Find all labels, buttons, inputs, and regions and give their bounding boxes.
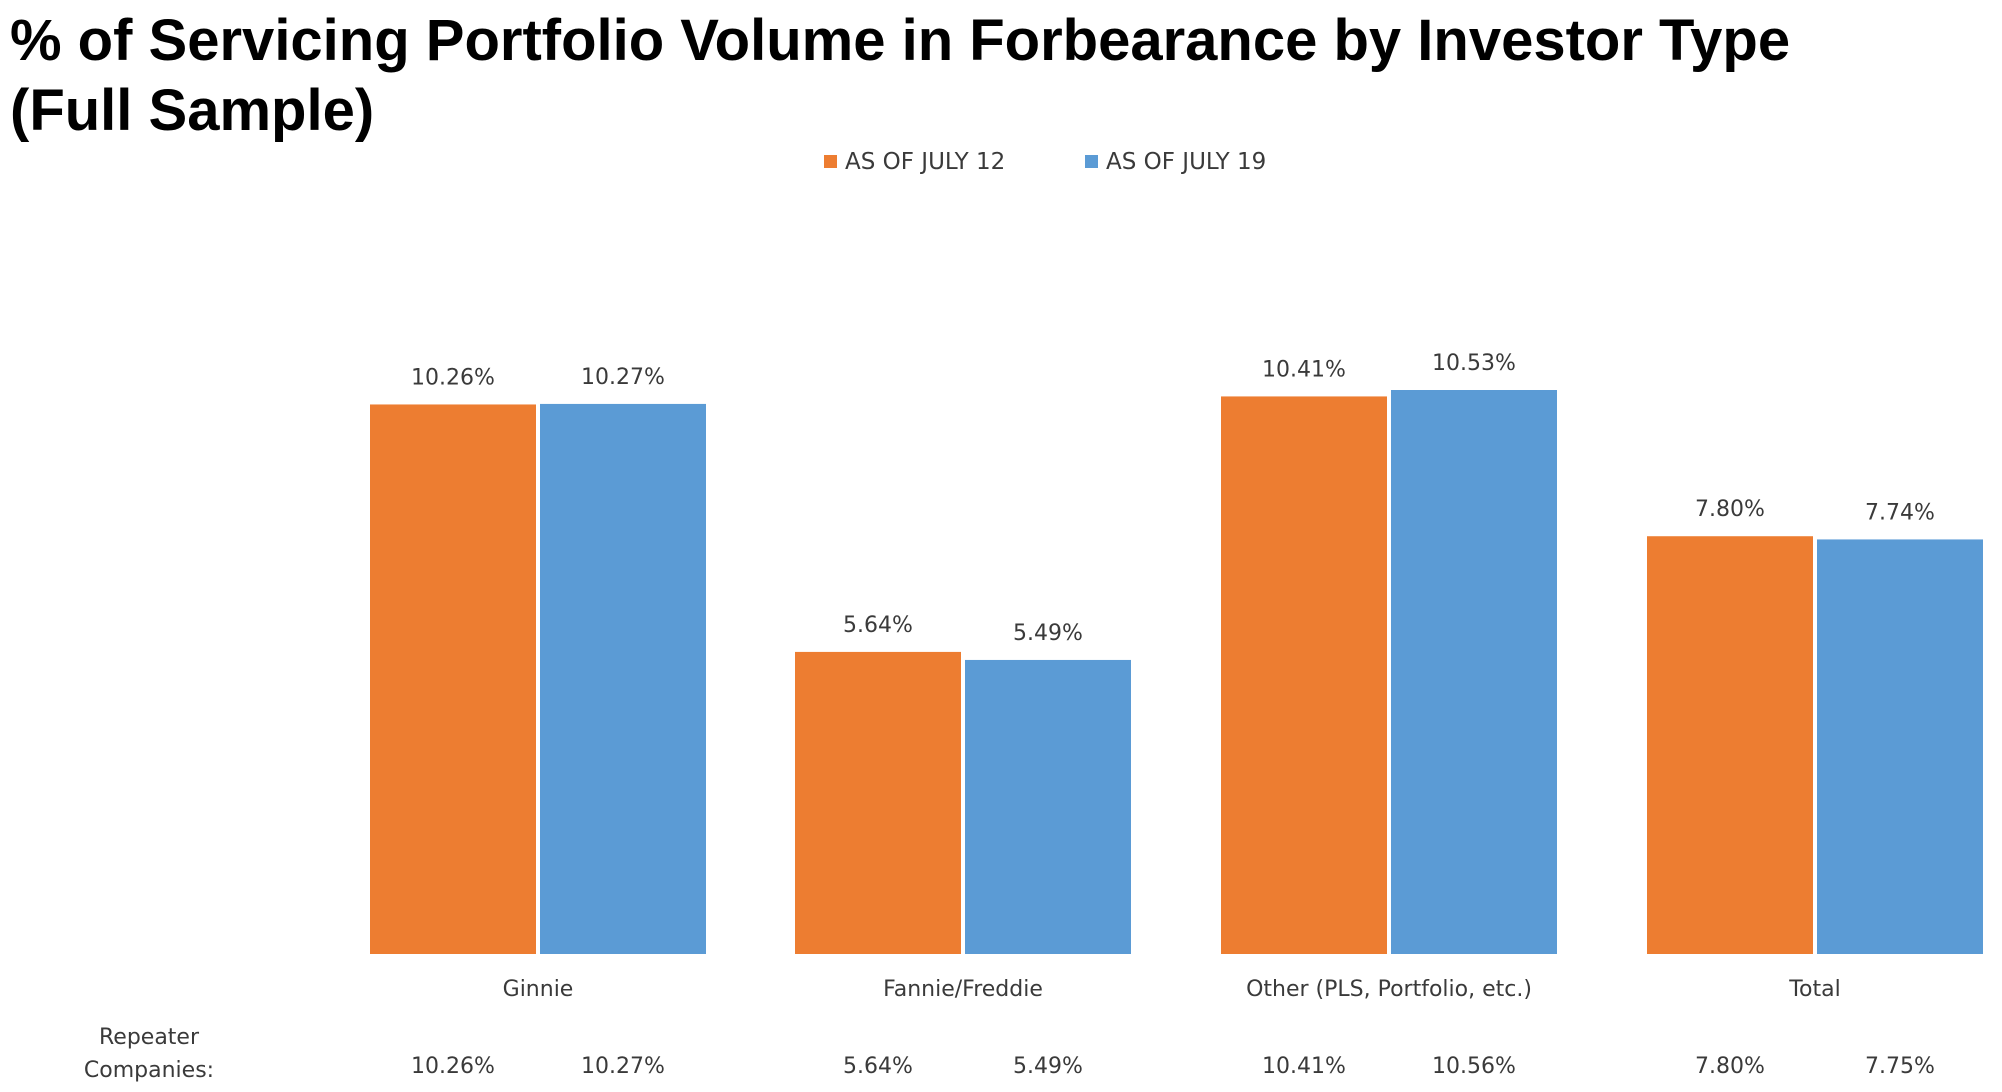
repeater-value-4-2: 7.75% — [1865, 1054, 1935, 1079]
repeater-label-line-1: Repeater — [99, 1025, 200, 1050]
data-label-2-2: 5.49% — [1013, 621, 1083, 646]
repeater-value-3-2: 10.56% — [1432, 1054, 1516, 1079]
bar-2-4 — [1817, 539, 1983, 954]
chart-title-line-2: (Full Sample) — [10, 78, 375, 143]
bars — [370, 390, 1983, 955]
data-label-1-4: 7.80% — [1695, 497, 1765, 522]
repeater-value-1-1: 10.26% — [411, 1054, 495, 1079]
bar-2-3 — [1391, 390, 1557, 954]
data-label-1-3: 10.41% — [1262, 357, 1346, 382]
repeater-value-4-1: 7.80% — [1695, 1054, 1765, 1079]
category-label-1: Ginnie — [503, 977, 574, 1002]
bar-2-2 — [965, 659, 1131, 954]
data-labels: 10.26% 10.27% 5.64% 5.49% 10.41% 10.53% 7.80% 7… — [411, 351, 1935, 646]
bar-2-1 — [540, 403, 706, 955]
repeater-value-3-1: 10.41% — [1262, 1054, 1346, 1079]
repeater-companies-row: Repeater Companies: 10.26% 10.27% 5.64% 5.49%… — [84, 1025, 1935, 1083]
repeater-label-line-2: Companies: — [84, 1058, 214, 1083]
legend-swatch-2 — [1085, 155, 1098, 168]
chart-title-line-1: % of Servicing Portfolio Volume in Forbe… — [10, 8, 1791, 73]
bar-1-2 — [795, 651, 961, 954]
legend: AS OF JULY 12 AS OF JULY 19 — [824, 149, 1266, 175]
chart-title: % of Servicing Portfolio Volume in Forbe… — [10, 6, 1990, 146]
data-label-1-1: 10.26% — [411, 365, 495, 390]
category-label-3: Other (PLS, Portfolio, etc.) — [1246, 977, 1532, 1002]
category-labels: Ginnie Fannie/Freddie Other (PLS, Portfoli… — [503, 977, 1841, 1002]
repeater-value-2-1: 5.64% — [843, 1054, 913, 1079]
category-label-4: Total — [1788, 977, 1840, 1002]
legend-label-1: AS OF JULY 12 — [845, 149, 1005, 175]
category-label-2: Fannie/Freddie — [883, 977, 1043, 1002]
data-label-2-1: 10.27% — [581, 365, 665, 390]
legend-swatch-1 — [824, 155, 837, 168]
bar-1-1 — [370, 404, 536, 954]
data-label-2-4: 7.74% — [1865, 500, 1935, 525]
bar-1-4 — [1647, 536, 1813, 954]
legend-label-2: AS OF JULY 19 — [1106, 149, 1266, 175]
repeater-value-1-2: 10.27% — [581, 1054, 665, 1079]
bar-1-3 — [1221, 396, 1387, 954]
repeater-value-2-2: 5.49% — [1013, 1054, 1083, 1079]
data-label-2-3: 10.53% — [1432, 351, 1516, 376]
data-label-1-2: 5.64% — [843, 613, 913, 638]
